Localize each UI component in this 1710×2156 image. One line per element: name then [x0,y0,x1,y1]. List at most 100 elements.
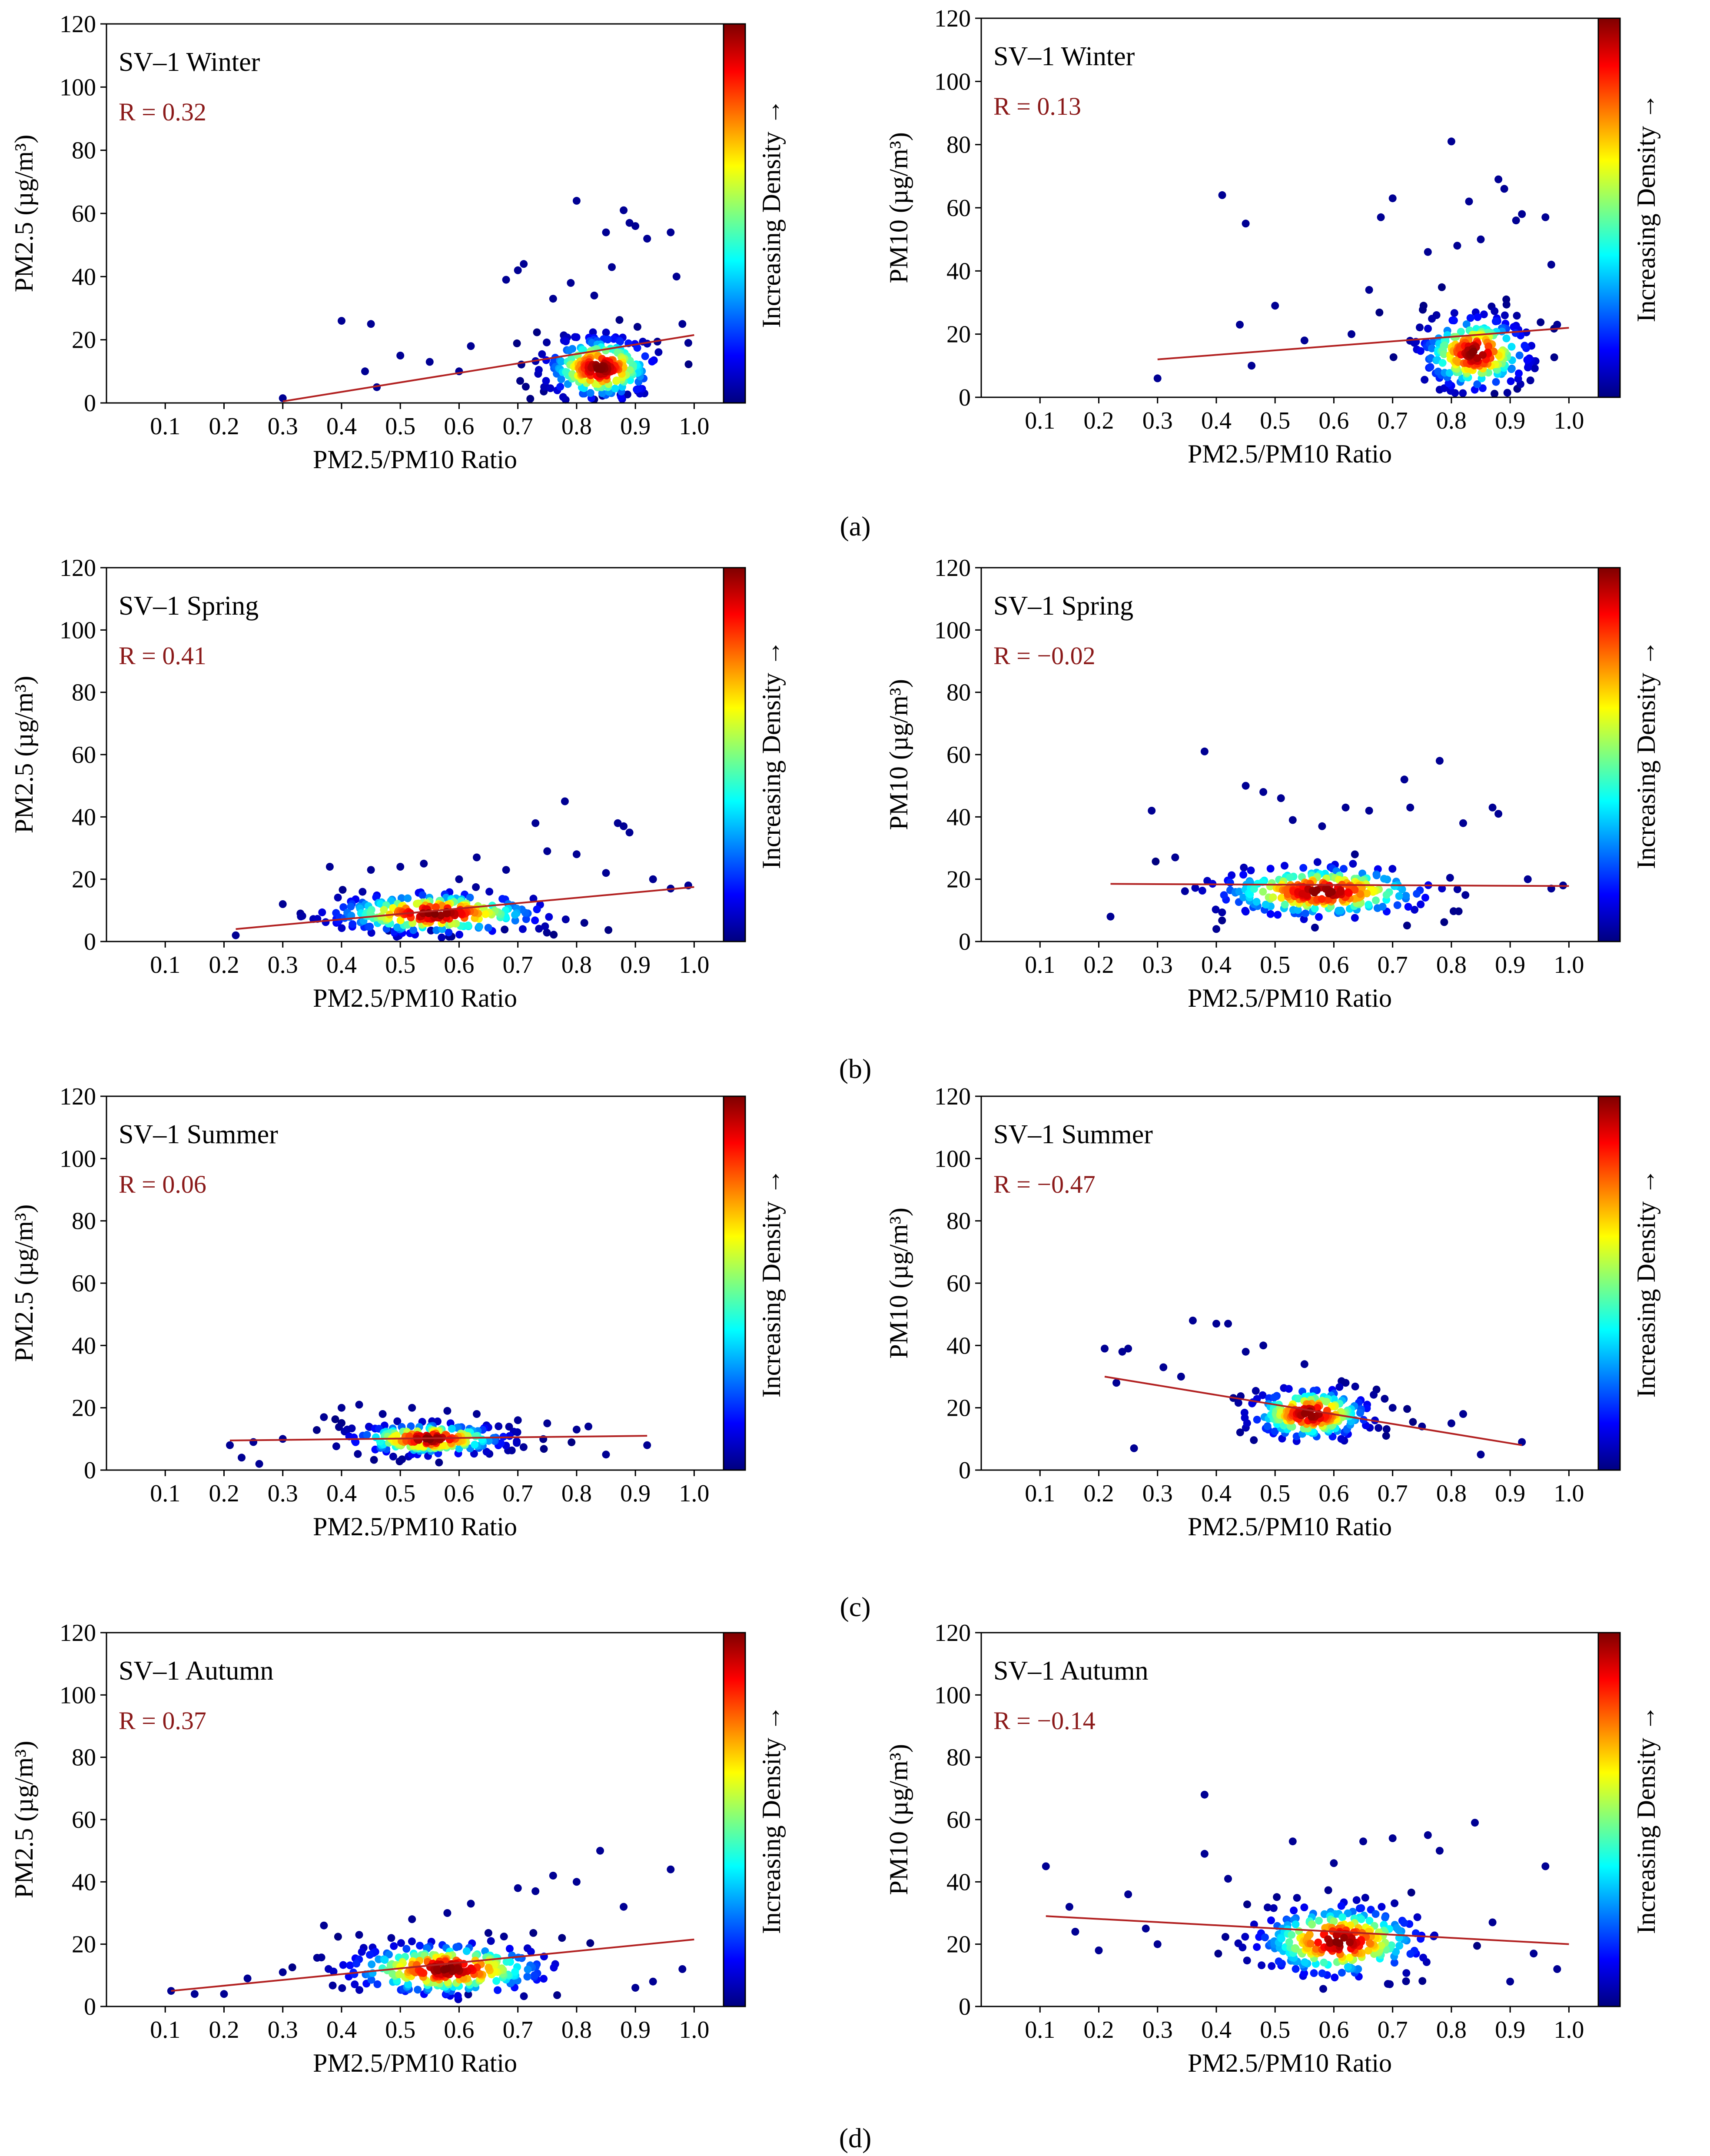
x-tick-label: 0.3 [268,2016,298,2043]
data-point [1364,1946,1372,1955]
data-point [1241,1933,1249,1941]
data-point [501,925,509,934]
data-point [567,279,575,287]
data-point [1267,1916,1275,1924]
data-point [1330,1859,1338,1867]
x-tick-label: 0.2 [1083,2016,1114,2043]
scatter-panel-2: Increasing Density → 0.1 0.2 0.3 0.4 0.5 0.6 0.… [884,5,1660,468]
data-point [367,866,375,874]
data-point [543,338,551,346]
x-tick-label: 0.3 [1142,2016,1173,2043]
data-point [232,931,240,939]
data-point [466,893,474,902]
y-tick-label: 100 [60,74,96,101]
data-point [654,348,663,356]
chart-title: SV–1 Autumn [993,1656,1149,1686]
data-point [1459,389,1467,397]
data-point [1277,894,1285,902]
data-point [1351,850,1359,858]
data-point [558,1934,566,1942]
x-tick-label: 0.6 [444,413,474,440]
data-point [572,196,581,205]
x-tick-label: 0.3 [268,413,298,440]
regression-line [1110,883,1569,887]
data-point [1403,1405,1411,1413]
data-point [1390,1959,1398,1967]
data-point [1274,911,1282,919]
data-point [354,1450,362,1458]
data-point [443,1965,451,1973]
data-point [1531,364,1539,373]
data-point [602,228,610,236]
x-tick-label: 0.7 [503,413,533,440]
data-point [1286,873,1294,882]
data-point [409,926,418,934]
data-point [1426,363,1434,371]
data-point [1320,1958,1328,1966]
data-point [1275,1957,1283,1966]
data-point [1391,1899,1399,1907]
data-point [484,924,492,932]
data-point [1526,376,1534,385]
data-point [1389,353,1398,361]
y-tick-label: 40 [72,804,96,831]
data-point [1307,1940,1315,1948]
data-point [443,909,451,918]
x-tick-label: 1.0 [1554,952,1584,978]
data-point [249,1438,258,1446]
data-point [485,888,494,896]
x-axis-label: PM2.5/PM10 Ratio [1188,984,1392,1012]
x-axis-label: PM2.5/PM10 Ratio [313,1512,517,1541]
x-tick-label: 0.2 [209,413,239,440]
data-point [1480,310,1488,319]
data-point [1313,858,1322,866]
x-tick-label: 1.0 [679,2016,709,2043]
data-point [518,925,527,933]
data-point [1322,1397,1331,1406]
data-point [1311,924,1319,932]
y-axis-label: PM2.5 (µg/m³) [10,135,38,293]
data-point [1226,878,1234,887]
data-point [1341,803,1350,812]
data-point [339,886,347,894]
data-point [413,900,421,908]
data-point [1406,1950,1414,1958]
data-point [1365,286,1373,294]
data-point [373,1980,382,1988]
data-point [1312,1945,1320,1953]
data-point [1319,1985,1327,1993]
data-point [1351,914,1359,922]
regression-line [282,334,694,403]
data-point [604,926,613,934]
data-point [361,367,369,376]
data-point [279,900,287,908]
data-point [348,1424,356,1433]
data-point [643,235,651,243]
data-point [1200,1790,1209,1799]
x-tick-label: 0.9 [1495,952,1525,978]
data-point [1403,922,1411,930]
chart-title: SV–1 Summer [993,1120,1153,1149]
data-point [620,1903,628,1911]
scatter-panel-7: Increasing Density → 0.1 0.2 0.3 0.4 0.5 0.6 0.… [10,1620,786,2077]
data-point [1488,803,1497,812]
data-point [1338,1913,1347,1921]
data-point [1315,913,1323,921]
y-tick-label: 0 [959,928,971,955]
x-tick-label: 0.1 [150,413,180,440]
data-point [1285,1385,1293,1393]
data-point [1503,389,1511,397]
data-point [586,389,594,397]
x-tick-label: 0.8 [1436,1480,1467,1507]
x-axis-label: PM2.5/PM10 Ratio [313,984,517,1012]
data-point [322,918,330,926]
data-point [1234,1399,1242,1407]
data-point [1445,369,1454,377]
data-point [1291,1944,1299,1952]
data-point [643,1441,651,1449]
data-point [1266,910,1275,918]
data-point [471,1432,480,1441]
data-point [1130,1444,1138,1452]
data-point [529,1929,538,1937]
colorbar-label: Increasing Density → [757,1169,786,1398]
